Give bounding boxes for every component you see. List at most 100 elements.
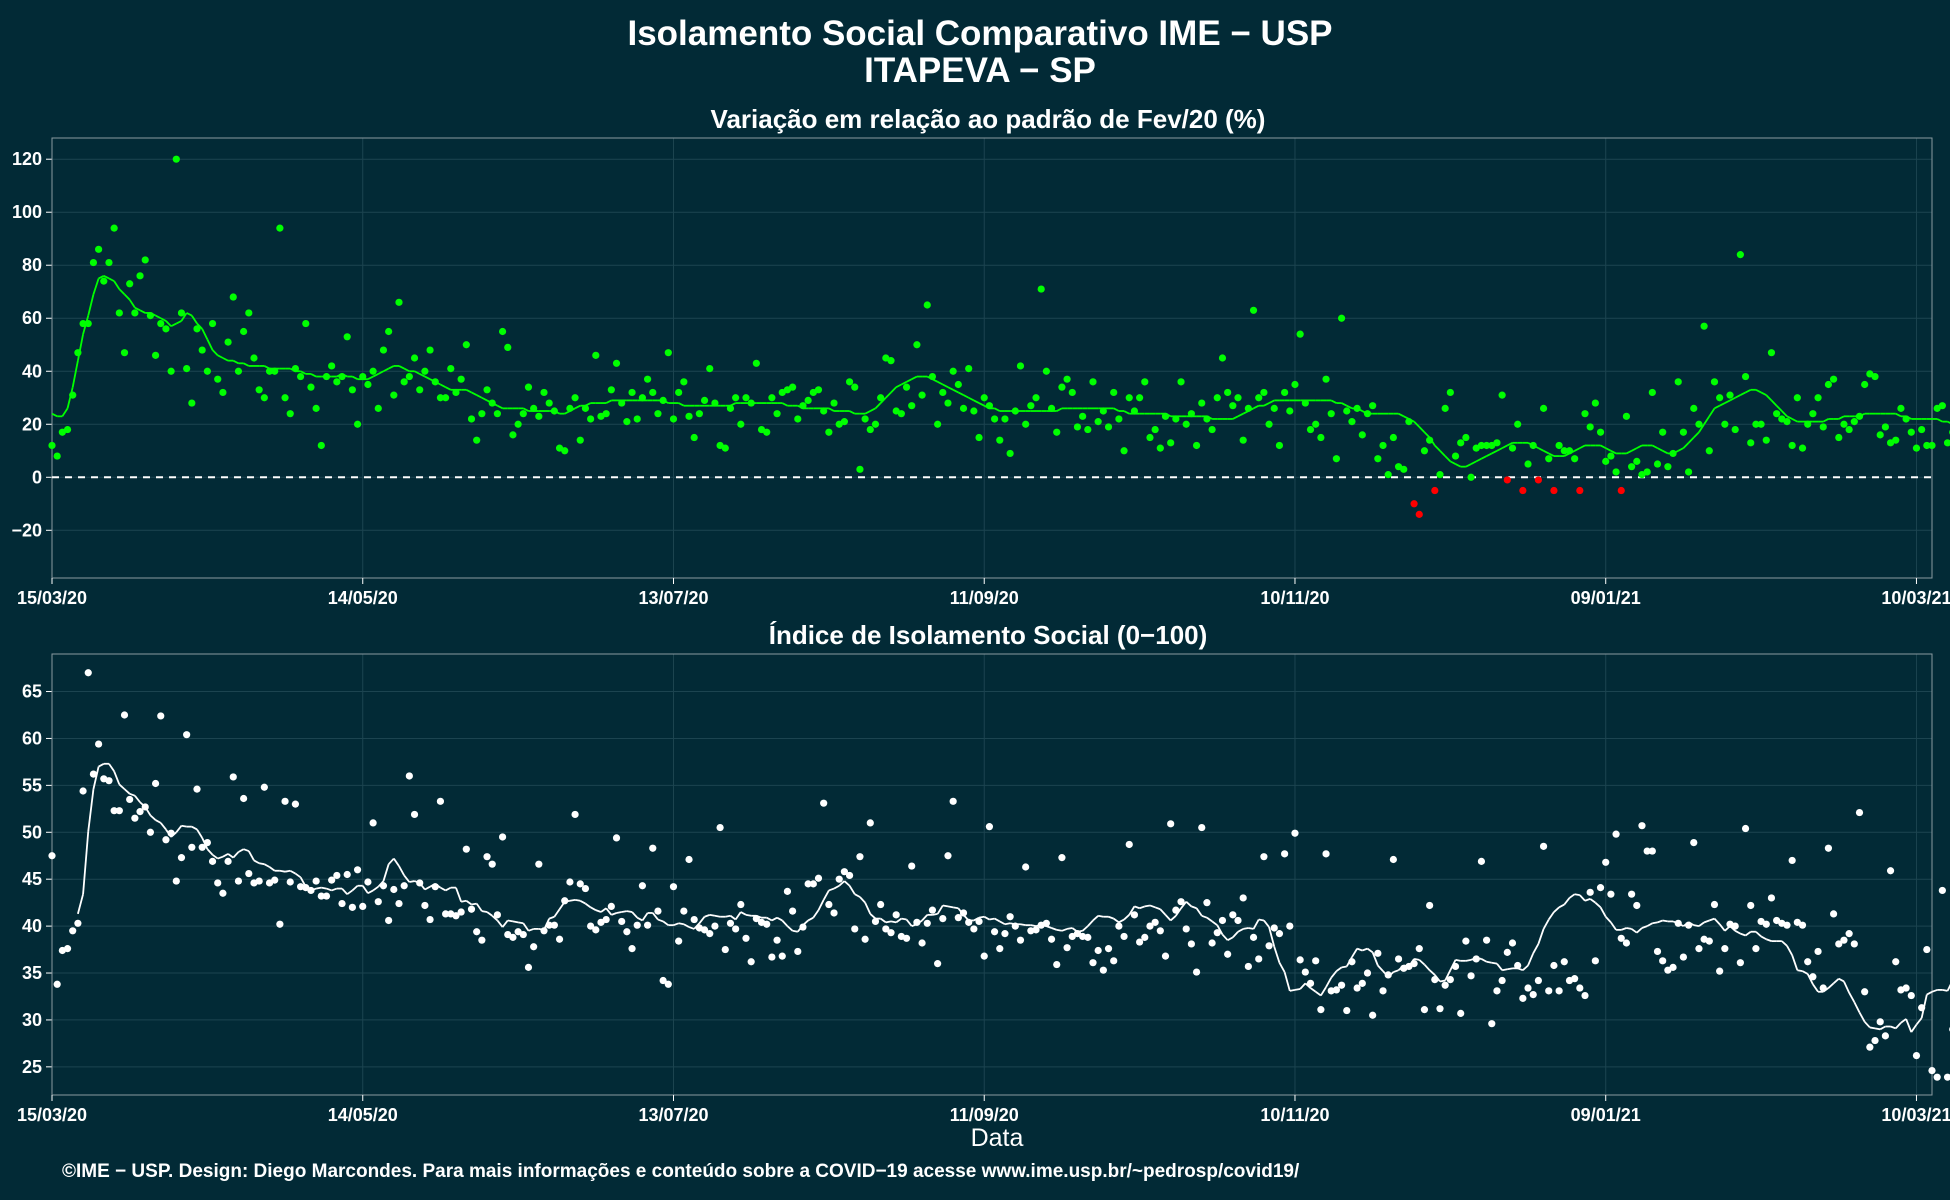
data-point	[1410, 960, 1418, 968]
moving-average-segment	[1895, 412, 1902, 418]
x-tick-label: 10/03/21	[1881, 588, 1950, 608]
data-point	[1669, 963, 1677, 971]
moving-average-segment	[1687, 436, 1695, 444]
moving-average-segment	[1092, 915, 1099, 922]
data-point	[1850, 418, 1858, 426]
data-point	[1912, 444, 1921, 452]
data-point	[1524, 460, 1532, 468]
y-tick-label: 100	[12, 202, 42, 222]
data-point	[856, 465, 864, 473]
data-point	[1337, 981, 1346, 989]
data-point	[576, 436, 584, 444]
data-point	[612, 834, 621, 842]
data-point	[794, 415, 802, 423]
data-point	[172, 877, 180, 885]
moving-average-segment	[227, 853, 234, 859]
moving-average-segment	[1677, 447, 1684, 452]
data-point	[322, 372, 331, 381]
moving-average-segment	[1568, 893, 1576, 899]
data-point	[1042, 367, 1050, 375]
moving-average-segment	[1123, 914, 1130, 921]
data-point	[1648, 847, 1656, 855]
data-point	[970, 407, 978, 415]
moving-average-segment	[165, 320, 172, 327]
data-point	[1198, 399, 1206, 407]
data-point	[1099, 407, 1107, 415]
data-point	[845, 871, 854, 880]
data-point	[1291, 380, 1299, 389]
moving-average-segment	[424, 375, 431, 381]
data-point	[1011, 407, 1019, 415]
data-point	[265, 367, 274, 375]
moving-average-segment	[1636, 927, 1643, 934]
data-point	[1938, 886, 1946, 895]
moving-average-segment	[1439, 979, 1446, 983]
data-point	[1897, 404, 1905, 412]
data-point	[1747, 439, 1755, 447]
moving-average-segment	[957, 391, 964, 396]
data-point	[1213, 929, 1221, 937]
y-tick-label: −20	[11, 520, 42, 540]
data-point	[882, 925, 890, 933]
moving-average-segment	[1195, 907, 1203, 917]
data-point	[1426, 901, 1434, 910]
data-point	[1420, 447, 1429, 455]
data-point	[628, 945, 636, 953]
data-point	[1684, 921, 1693, 929]
moving-average-segment	[725, 914, 731, 918]
data-point	[1876, 1018, 1884, 1026]
data-point	[509, 431, 517, 439]
moving-average-segment	[1646, 922, 1653, 927]
data-point	[1011, 922, 1019, 930]
moving-average-segment	[828, 887, 835, 892]
moving-average-segment	[1128, 905, 1136, 916]
data-point	[576, 880, 584, 888]
moving-average-segment	[1942, 989, 1948, 992]
moving-average-segment	[963, 394, 970, 399]
data-point	[1374, 455, 1382, 463]
moving-average-segment	[786, 925, 794, 932]
data-point	[431, 378, 439, 386]
data-point	[1819, 984, 1827, 992]
data-point	[1322, 375, 1330, 383]
data-point	[364, 380, 372, 389]
moving-average-segment	[1626, 449, 1633, 455]
data-point	[1363, 969, 1372, 977]
moving-average-segment	[1682, 442, 1690, 449]
moving-average-segment	[843, 880, 851, 887]
moving-average-segment	[1848, 992, 1856, 1003]
data-point	[255, 877, 263, 885]
moving-average-segment	[346, 889, 353, 895]
data-point	[498, 327, 507, 336]
data-point	[488, 860, 496, 868]
data-point	[1451, 962, 1460, 971]
data-point	[1451, 452, 1460, 460]
data-point	[1736, 251, 1744, 259]
moving-average-segment	[1066, 927, 1073, 930]
moving-average-segment	[1786, 945, 1793, 956]
data-point	[587, 415, 595, 423]
moving-average-segment	[196, 322, 203, 330]
data-point	[478, 936, 486, 944]
data-point	[1633, 901, 1641, 910]
data-point	[1400, 465, 1408, 473]
data-point	[255, 386, 263, 394]
moving-average-segment	[1714, 404, 1721, 410]
moving-average-segment	[1584, 898, 1591, 902]
data-point	[1643, 468, 1651, 476]
moving-average-segment	[1543, 449, 1550, 455]
data-point	[711, 399, 719, 407]
moving-average-segment	[268, 866, 276, 872]
data-point	[1136, 394, 1144, 402]
data-point	[1498, 976, 1506, 985]
moving-average-segment	[890, 386, 897, 394]
data-point	[110, 807, 118, 815]
data-point	[385, 327, 393, 336]
data-point	[804, 396, 812, 405]
moving-average-segment	[605, 399, 612, 404]
data-point	[1032, 394, 1040, 402]
moving-average-segment	[253, 859, 260, 865]
data-point	[1120, 932, 1128, 941]
moving-average-segment	[1118, 918, 1125, 924]
data-point	[1047, 404, 1056, 412]
